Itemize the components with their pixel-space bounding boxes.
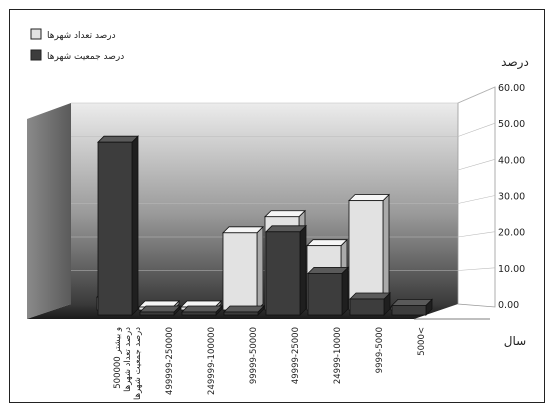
x-tick-label: 49999-25000 [291, 327, 301, 384]
y-tick-labels: 0.00 10.00 20.00 30.00 40.00 50.00 60.00 [498, 83, 525, 311]
y-tick-label: 30.00 [498, 192, 525, 203]
x-tick-label: 249999-100000 [207, 327, 217, 395]
chart-frame: 0.00 10.00 20.00 30.00 40.00 50.00 60.00 5000<… [9, 9, 545, 403]
svg-text:5000<: 5000< [417, 327, 427, 356]
gridline [457, 122, 496, 137]
y-tick-label: 10.00 [498, 264, 525, 275]
gridline [457, 231, 496, 238]
svg-text:499999-250000: 499999-250000 [165, 327, 175, 395]
bar [222, 225, 264, 311]
x-tick-label: و بيشتر 500000 درصد تعداد شهرها درصد جمعیت… [113, 327, 143, 400]
x-tick-label: 499999-250000 [165, 327, 175, 395]
x-tick-labels: 5000< 9999-5000 24999-10000 49999-25000 9999… [113, 327, 427, 400]
legend-swatch-series-2 [30, 49, 42, 61]
x-axis-label: سال [504, 334, 526, 348]
y-tick-label: 0.00 [498, 300, 519, 311]
svg-text:49999-25000: 49999-25000 [291, 327, 301, 384]
legend-swatch-series-1 [30, 28, 42, 40]
svg-text:درصد جمعیت شهرها: درصد جمعیت شهرها [133, 327, 143, 400]
bar [265, 224, 307, 316]
bar [181, 305, 223, 316]
svg-text:9999-5000: 9999-5000 [375, 327, 385, 373]
x-tick-label: 99999-50000 [249, 327, 259, 384]
bar [349, 292, 391, 316]
bar [97, 135, 139, 316]
bar [139, 305, 181, 316]
gridline [457, 86, 496, 104]
x-tick-label: 9999-5000 [375, 327, 385, 373]
y-tick-label: 60.00 [498, 83, 525, 94]
legend: درصد تعداد شهرها درصد جمعیت شهرها [30, 28, 124, 62]
svg-text:99999-50000: 99999-50000 [249, 327, 259, 384]
legend-label-series-1: درصد تعداد شهرها [47, 31, 116, 41]
svg-text:249999-100000: 249999-100000 [207, 327, 217, 395]
y-axis-label: درصد [501, 55, 529, 70]
bar [391, 298, 433, 316]
x-tick-label: 24999-10000 [333, 327, 343, 384]
side-wall [27, 103, 71, 319]
bar [307, 266, 349, 316]
legend-label-series-2: درصد جمعیت شهرها [47, 52, 124, 62]
x-tick-label: 5000< [417, 327, 427, 356]
y-tick-label: 50.00 [498, 119, 525, 130]
svg-text:24999-10000: 24999-10000 [333, 327, 343, 384]
gridline [457, 267, 496, 271]
gridline [457, 195, 496, 204]
bar [348, 193, 390, 311]
y-tick-label: 20.00 [498, 228, 525, 239]
svg-text:درصد تعداد شهرها: درصد تعداد شهرها [123, 327, 133, 392]
bars [96, 135, 433, 316]
y-tick-label: 40.00 [498, 155, 525, 166]
bar [223, 305, 265, 316]
gridline [457, 159, 496, 171]
svg-text:و بيشتر 500000: و بيشتر 500000 [113, 327, 123, 389]
chart: 0.00 10.00 20.00 30.00 40.00 50.00 60.00 5000<… [9, 9, 545, 403]
